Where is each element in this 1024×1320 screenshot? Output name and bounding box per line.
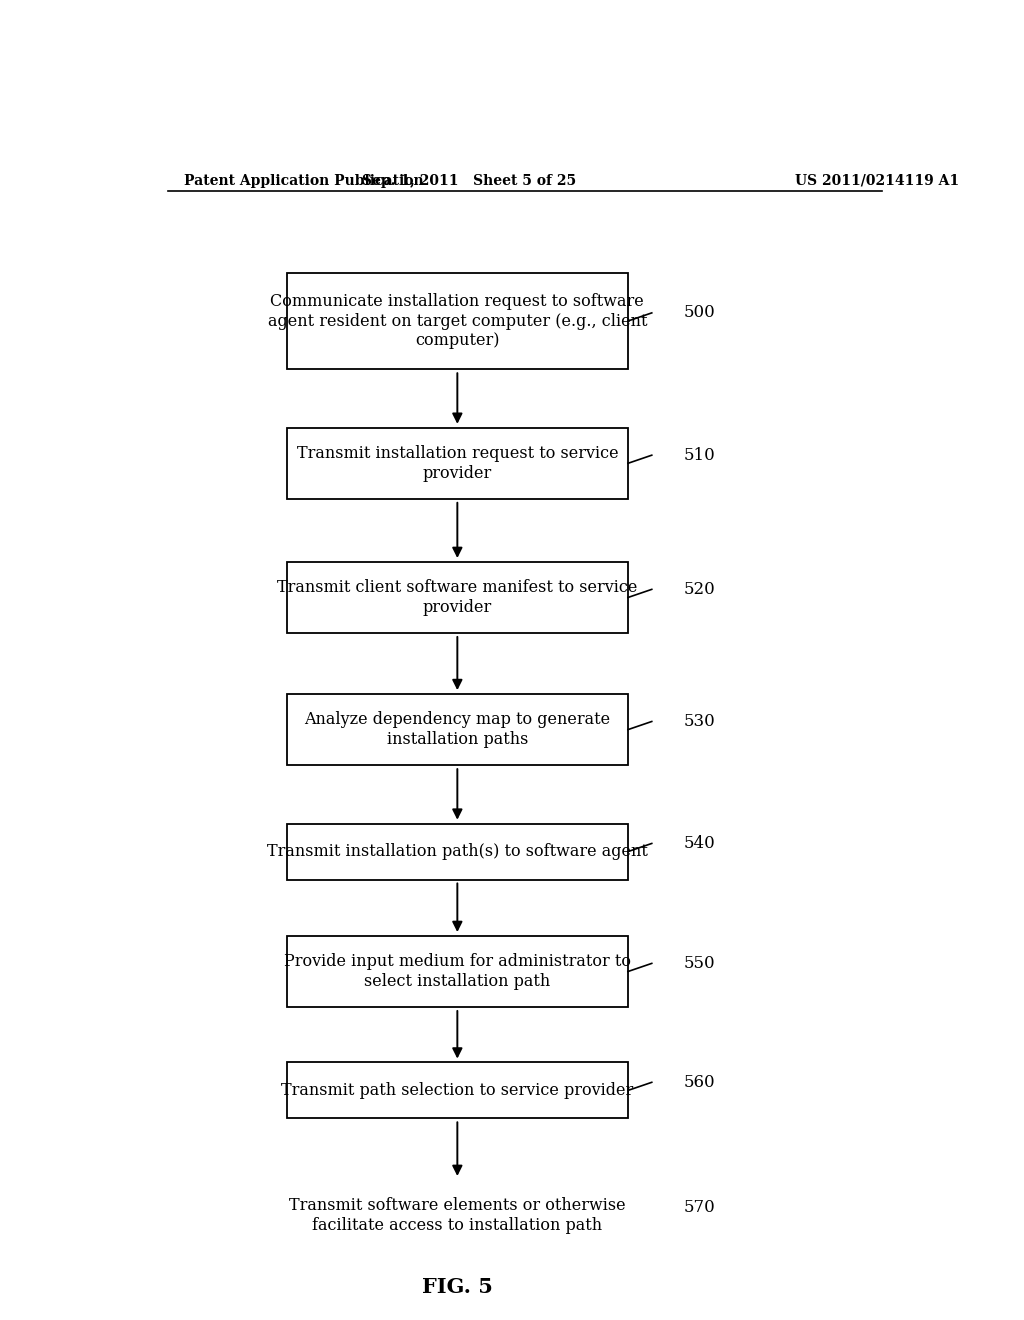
Text: 540: 540	[684, 836, 716, 851]
Text: Patent Application Publication: Patent Application Publication	[183, 174, 423, 187]
FancyBboxPatch shape	[287, 824, 628, 879]
Text: FIG. 5: FIG. 5	[422, 1276, 493, 1296]
Text: Transmit client software manifest to service
provider: Transmit client software manifest to ser…	[278, 579, 638, 616]
Text: 530: 530	[684, 713, 716, 730]
FancyBboxPatch shape	[287, 562, 628, 634]
Text: Provide input medium for administrator to
select installation path: Provide input medium for administrator t…	[284, 953, 631, 990]
Text: Sep. 1, 2011   Sheet 5 of 25: Sep. 1, 2011 Sheet 5 of 25	[362, 174, 577, 187]
FancyBboxPatch shape	[287, 273, 628, 370]
Text: 510: 510	[684, 446, 716, 463]
FancyBboxPatch shape	[287, 428, 628, 499]
Text: Transmit software elements or otherwise
facilitate access to installation path: Transmit software elements or otherwise …	[289, 1197, 626, 1234]
FancyBboxPatch shape	[287, 1063, 628, 1118]
Text: Communicate installation request to software
agent resident on target computer (: Communicate installation request to soft…	[267, 293, 647, 348]
Text: Transmit installation path(s) to software agent: Transmit installation path(s) to softwar…	[267, 843, 648, 861]
FancyBboxPatch shape	[287, 936, 628, 1007]
Text: 560: 560	[684, 1073, 715, 1090]
Text: Transmit installation request to service
provider: Transmit installation request to service…	[297, 445, 618, 482]
Text: 570: 570	[684, 1199, 716, 1216]
Text: 500: 500	[684, 305, 716, 321]
Text: US 2011/0214119 A1: US 2011/0214119 A1	[795, 174, 958, 187]
Text: Analyze dependency map to generate
installation paths: Analyze dependency map to generate insta…	[304, 711, 610, 748]
FancyBboxPatch shape	[287, 694, 628, 766]
Text: 550: 550	[684, 954, 715, 972]
Text: Transmit path selection to service provider: Transmit path selection to service provi…	[282, 1082, 634, 1100]
FancyBboxPatch shape	[287, 1180, 628, 1251]
Text: 520: 520	[684, 581, 716, 598]
